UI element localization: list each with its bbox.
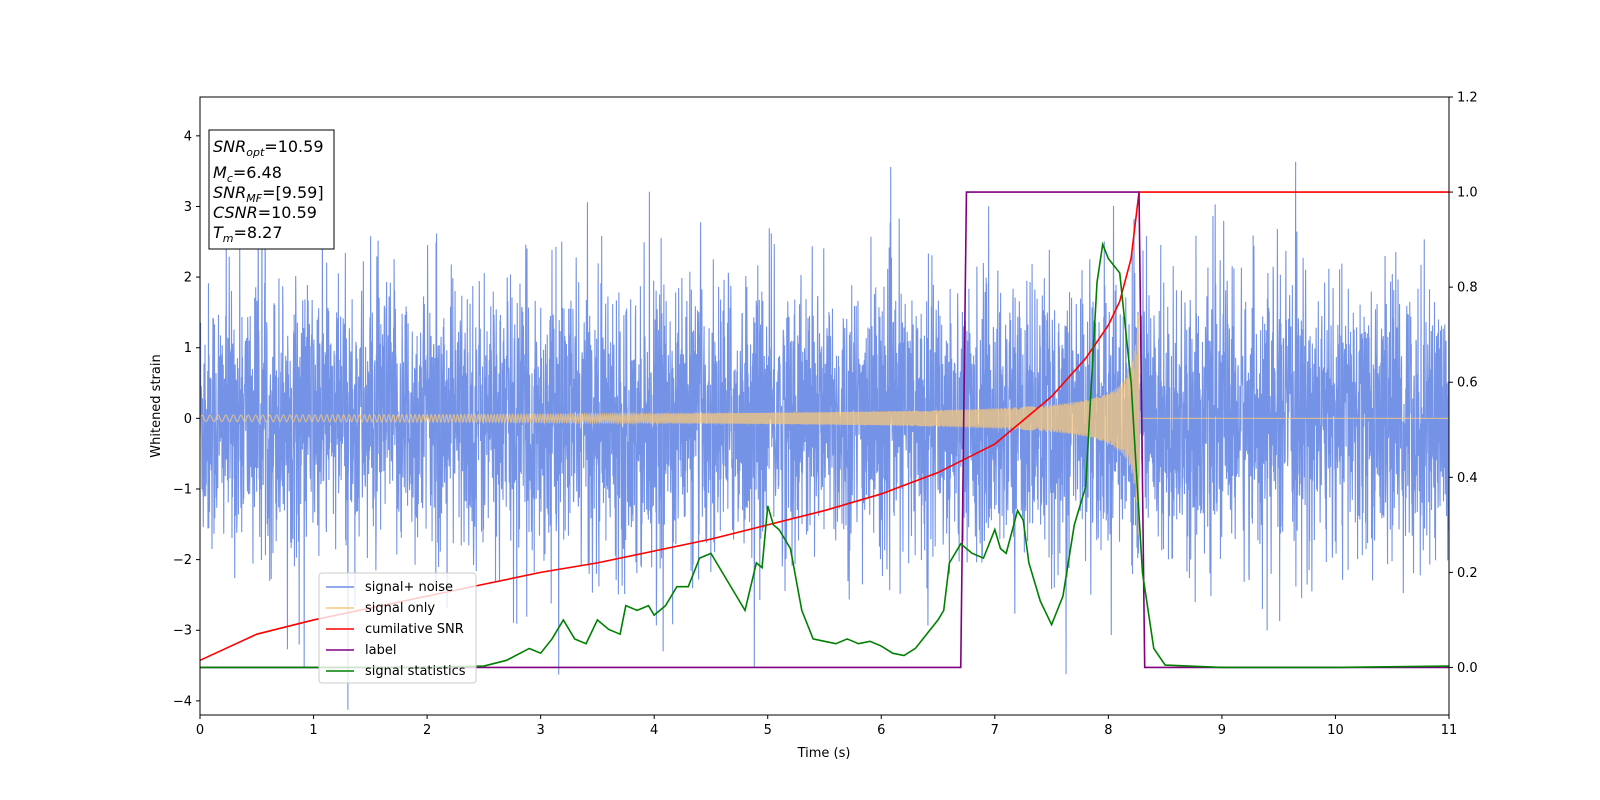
signal-noise-line <box>200 161 1449 710</box>
annotation-mc-value: =6.48 <box>233 163 282 182</box>
y-tick-label-left: 0 <box>184 412 192 427</box>
annotation-snr-mf-symbol: SNR <box>213 183 246 202</box>
y-tick-label-right: 1.2 <box>1457 91 1478 106</box>
annotation-tm-subscript: m <box>223 232 234 245</box>
y-tick-label-left: −1 <box>173 482 192 497</box>
annotation-snr-opt-value: =10.59 <box>264 137 323 156</box>
x-tick-label: 6 <box>877 723 885 738</box>
y-axis-label-left: Whitened strain <box>149 354 164 457</box>
annotation-snr-opt-symbol: SNR <box>213 137 246 156</box>
annotation-mc-subscript: c <box>227 172 233 185</box>
annotation-tm-value: =8.27 <box>234 223 283 242</box>
legend-label-signal-noise: signal+ noise <box>365 580 453 595</box>
legend-frame <box>318 572 477 684</box>
annotation-csnr: CSNR=10.59 <box>213 203 317 222</box>
legend-label-signal-only: signal only <box>365 601 435 616</box>
annotation-snr-mf: SNRMF=[9.59] <box>213 183 324 205</box>
y-tick-label-right: 0.0 <box>1457 661 1478 676</box>
x-tick-label: 2 <box>423 723 431 738</box>
annotation-tm: Tm=8.27 <box>213 223 283 245</box>
x-tick-label: 4 <box>650 723 658 738</box>
x-tick-label: 9 <box>1218 723 1226 738</box>
annotation-csnr-symbol: CSNR <box>213 203 258 222</box>
signal-only-line <box>200 315 1449 536</box>
legend-label-signal-statistics: signal statistics <box>365 664 466 679</box>
x-axis-label: Time (s) <box>797 746 851 761</box>
label-line <box>200 191 1449 669</box>
annotation-tm-symbol: T <box>213 223 224 242</box>
legend-label-label: label <box>365 643 396 658</box>
annotation-snr-opt-subscript: opt <box>246 146 265 159</box>
plot-frame <box>199 96 1450 716</box>
x-tick-label: 11 <box>1441 723 1458 738</box>
y-tick-label-left: 1 <box>184 341 192 356</box>
y-tick-label-left: 4 <box>184 129 192 144</box>
annotation-mc-symbol: M <box>213 163 227 182</box>
y-tick-label-right: 0.4 <box>1457 471 1478 486</box>
y-tick-label-left: −2 <box>173 553 192 568</box>
x-tick-label: 8 <box>1104 723 1112 738</box>
annotation-mc: Mc=6.48 <box>213 163 282 185</box>
legend-label-cumulative-snr: cumilative SNR <box>365 622 464 637</box>
y-tick-label-left: −4 <box>173 694 192 709</box>
y-tick-label-right: 0.8 <box>1457 281 1478 296</box>
annotation-frame <box>208 129 335 250</box>
annotation-snr-mf-subscript: MF <box>246 192 262 205</box>
annotation-snr-opt: SNRopt=10.59 <box>213 137 324 159</box>
annotation-snr-mf-value: =[9.59] <box>262 183 324 202</box>
signal-statistics-line <box>200 241 1449 669</box>
x-tick-label: 5 <box>764 723 772 738</box>
x-tick-label: 1 <box>309 723 317 738</box>
y-tick-label-right: 1.0 <box>1457 186 1478 201</box>
x-tick-label: 7 <box>991 723 999 738</box>
x-tick-label: 0 <box>196 723 204 738</box>
y-tick-label-right: 0.2 <box>1457 566 1478 581</box>
y-tick-label-left: −3 <box>173 624 192 639</box>
x-tick-label: 3 <box>536 723 544 738</box>
y-tick-label-right: 0.6 <box>1457 376 1478 391</box>
y-tick-label-left: 2 <box>184 271 192 286</box>
legend: signal+ noise signal only cumilative SNR… <box>318 572 477 684</box>
axes: 0 1 2 3 4 5 6 7 8 9 10 11 −4 −3 −2 −1 0 1 2 3 4 0.0 0.2 0.4 0.6 0… <box>173 91 1478 739</box>
annotation-csnr-value: =10.59 <box>258 203 317 222</box>
y-tick-label-left: 3 <box>184 200 192 215</box>
x-tick-label: 10 <box>1327 723 1344 738</box>
annotation-box: SNRopt=10.59 Mc=6.48 SNRMF=[9.59] CSNR=1… <box>208 129 335 250</box>
